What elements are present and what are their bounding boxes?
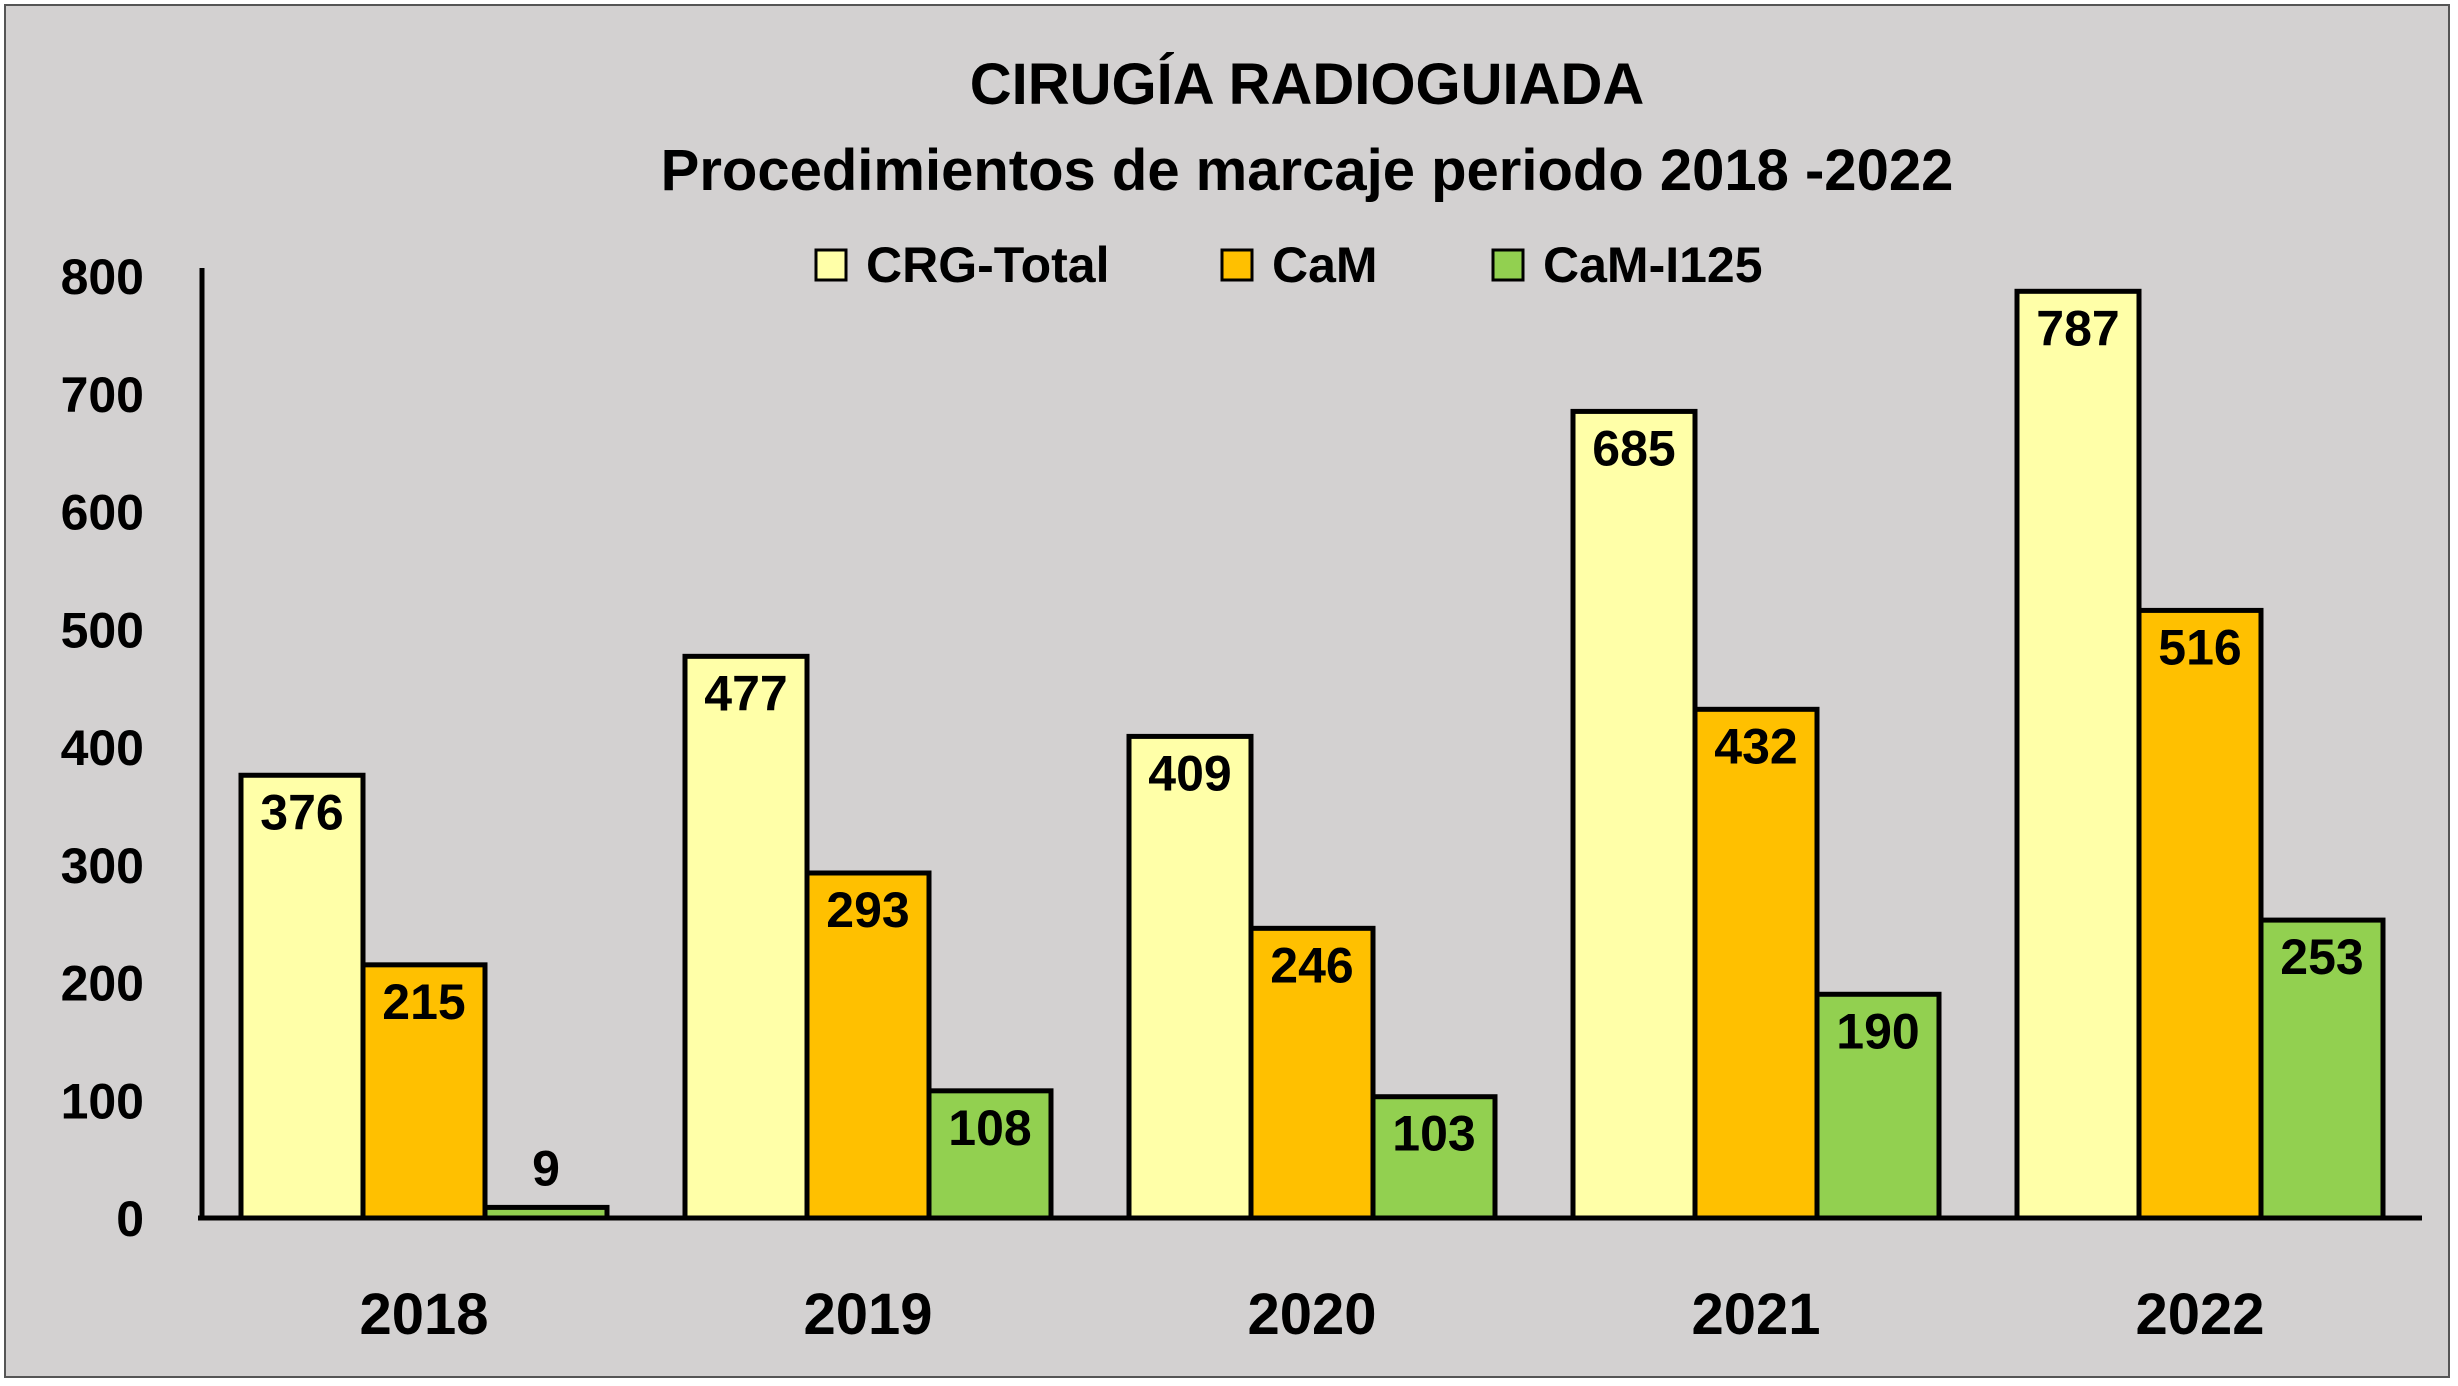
legend-swatch <box>1491 248 1525 282</box>
data-label: 432 <box>1714 718 1797 774</box>
data-label: 253 <box>2280 929 2363 985</box>
bar-cam-i125-2021 <box>1814 991 1942 1221</box>
data-label: 787 <box>2036 300 2119 356</box>
chart-frame: CIRUGÍA RADIOGUIADA Procedimientos de ma… <box>4 4 2450 1378</box>
bar-cam-2021 <box>1692 706 1820 1221</box>
x-tick-label: 2022 <box>2135 1282 2264 1347</box>
bars: 376 215 9 477 293 108 409 246 103 685 432 190 787 516… <box>238 288 2386 1221</box>
y-tick-label: 200 <box>61 956 144 1012</box>
data-label: 409 <box>1148 745 1231 801</box>
y-tick-label: 300 <box>61 838 144 894</box>
x-tick-label: 2021 <box>1691 1282 1820 1347</box>
bar-crg-total-2019 <box>682 653 810 1221</box>
y-tick-label: 800 <box>61 249 144 305</box>
data-label: 103 <box>1392 1106 1475 1162</box>
data-label: 477 <box>704 665 787 721</box>
legend-swatch <box>814 248 848 282</box>
legend-label: CRG-Total <box>866 237 1109 293</box>
bar-cam-2020 <box>1248 925 1376 1221</box>
data-label: 246 <box>1270 937 1353 993</box>
y-tick-label: 400 <box>61 720 144 776</box>
chart-subtitle: Procedimientos de marcaje periodo 2018 -… <box>661 138 1954 203</box>
bar-cam-2022 <box>2136 607 2264 1221</box>
legend-swatch <box>1220 248 1254 282</box>
y-tick-label: 100 <box>61 1073 144 1129</box>
bar-crg-total-2021 <box>1570 408 1698 1221</box>
bar-crg-total-2022 <box>2014 288 2142 1221</box>
y-axis-ticks: 0 100 200 300 400 500 600 700 800 <box>61 249 144 1247</box>
bar-chart: CIRUGÍA RADIOGUIADA Procedimientos de ma… <box>61 52 2422 1347</box>
y-tick-label: 500 <box>61 602 144 658</box>
data-label: 190 <box>1836 1003 1919 1059</box>
legend: CRG-Total CaM CaM-I125 <box>814 237 1763 293</box>
data-label: 685 <box>1592 420 1675 476</box>
bar-crg-total-2020 <box>1126 733 1254 1221</box>
data-label: 293 <box>826 882 909 938</box>
bar-cam-i125-2022 <box>2258 917 2386 1221</box>
x-tick-label: 2018 <box>359 1282 488 1347</box>
y-tick-label: 700 <box>61 367 144 423</box>
bar-cam-2018 <box>360 962 488 1221</box>
bar-crg-total-2018 <box>238 772 366 1221</box>
axes <box>198 268 2422 1221</box>
data-label: 9 <box>532 1140 560 1196</box>
legend-label: CaM <box>1272 237 1378 293</box>
y-tick-label: 0 <box>116 1191 144 1247</box>
data-label: 108 <box>948 1100 1031 1156</box>
x-axis-labels: 2018 2019 2020 2021 2022 <box>359 1282 2264 1347</box>
y-tick-label: 600 <box>61 485 144 541</box>
data-label: 376 <box>260 784 343 840</box>
chart-title: CIRUGÍA RADIOGUIADA <box>970 52 1645 117</box>
legend-label: CaM-I125 <box>1543 237 1763 293</box>
data-label: 516 <box>2158 619 2241 675</box>
bar-cam-i125-2019 <box>926 1088 1054 1221</box>
x-tick-label: 2019 <box>803 1282 932 1347</box>
data-label: 215 <box>382 974 465 1030</box>
x-tick-label: 2020 <box>1247 1282 1376 1347</box>
